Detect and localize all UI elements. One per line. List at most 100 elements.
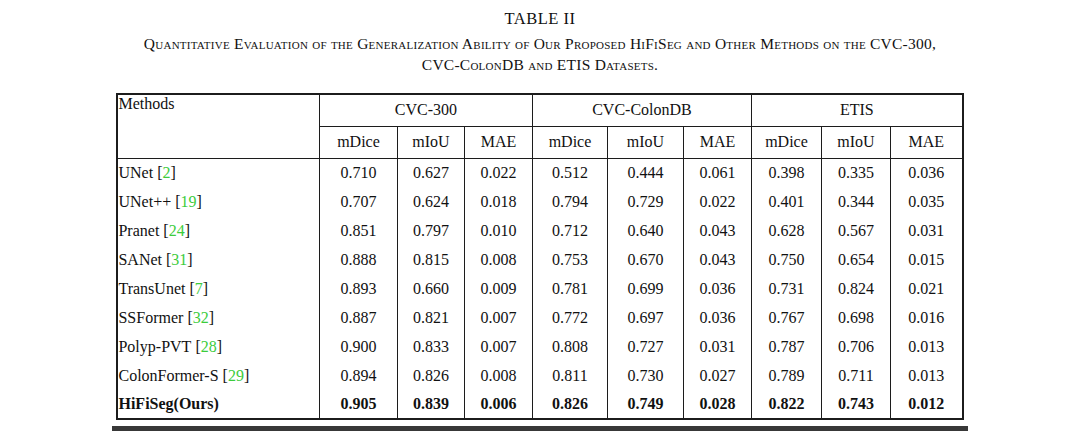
metric-header-mae: MAE <box>891 126 963 158</box>
value-cell: 0.335 <box>822 158 891 187</box>
value-cell: 0.839 <box>397 390 464 419</box>
method-cell: TransUnet[7] <box>117 274 319 303</box>
value-cell: 0.640 <box>607 216 683 245</box>
value-cell: 0.007 <box>464 332 532 361</box>
value-cell: 0.787 <box>752 332 822 361</box>
citation: [29] <box>223 367 250 384</box>
value-cell: 0.628 <box>752 216 822 245</box>
value-cell: 0.781 <box>532 274 607 303</box>
citation-number: 19 <box>181 193 197 210</box>
value-cell: 0.729 <box>607 187 683 216</box>
value-cell: 0.794 <box>532 187 607 216</box>
value-cell: 0.894 <box>319 361 397 390</box>
citation-close-bracket: ] <box>187 251 192 268</box>
value-cell: 0.749 <box>607 390 683 419</box>
citation-close-bracket: ] <box>203 280 208 297</box>
results-table: Methods CVC-300 CVC-ColonDB ETIS mDice m… <box>116 93 963 420</box>
citation-number: 24 <box>169 222 185 239</box>
citation-number: 7 <box>195 280 203 297</box>
value-cell: 0.512 <box>532 158 607 187</box>
citation: [2] <box>157 164 176 181</box>
citation: [7] <box>189 280 208 297</box>
table-row: UNet[2] 0.7100.6270.0220.5120.4440.0610.… <box>117 158 962 187</box>
value-cell: 0.822 <box>752 390 822 419</box>
value-cell: 0.753 <box>532 245 607 274</box>
value-cell: 0.670 <box>607 245 683 274</box>
citation: [28] <box>195 338 222 355</box>
table-number: TABLE II <box>0 9 1080 29</box>
value-cell: 0.654 <box>822 245 891 274</box>
value-cell: 0.031 <box>683 332 751 361</box>
table-row: TransUnet[7] 0.8930.6600.0090.7810.6990.… <box>117 274 962 303</box>
value-cell: 0.007 <box>464 303 532 332</box>
value-cell: 0.012 <box>891 390 963 419</box>
citation-number: 28 <box>201 338 217 355</box>
value-cell: 0.826 <box>397 361 464 390</box>
value-cell: 0.712 <box>532 216 607 245</box>
value-cell: 0.905 <box>319 390 397 419</box>
value-cell: 0.731 <box>752 274 822 303</box>
value-cell: 0.036 <box>683 274 751 303</box>
value-cell: 0.711 <box>822 361 891 390</box>
value-cell: 0.750 <box>752 245 822 274</box>
value-cell: 0.826 <box>532 390 607 419</box>
table-row: SANet[31] 0.8880.8150.0080.7530.6700.043… <box>117 245 962 274</box>
value-cell: 0.567 <box>822 216 891 245</box>
citation-number: 29 <box>228 367 244 384</box>
value-cell: 0.016 <box>891 303 963 332</box>
citation-close-bracket: ] <box>185 222 190 239</box>
method-name: UNet++ <box>118 193 171 210</box>
citation-close-bracket: ] <box>197 193 202 210</box>
table-row: SSFormer[32] 0.8870.8210.0070.7720.6970.… <box>117 303 962 332</box>
value-cell: 0.811 <box>532 361 607 390</box>
value-cell: 0.699 <box>607 274 683 303</box>
value-cell: 0.015 <box>891 245 963 274</box>
table-row: HiFiSeg(Ours) 0.9050.8390.0060.8260.7490… <box>117 390 962 419</box>
dataset-header-etis: ETIS <box>752 94 963 126</box>
value-cell: 0.627 <box>397 158 464 187</box>
table-body: UNet[2] 0.7100.6270.0220.5120.4440.0610.… <box>117 158 962 419</box>
group-header-row: Methods CVC-300 CVC-ColonDB ETIS <box>117 94 962 126</box>
citation-close-bracket: ] <box>217 338 222 355</box>
method-name: TransUnet <box>118 280 185 297</box>
citation-number: 31 <box>171 251 187 268</box>
method-cell: SSFormer[32] <box>117 303 319 332</box>
value-cell: 0.010 <box>464 216 532 245</box>
table-row: Pranet[24] 0.8510.7970.0100.7120.6400.04… <box>117 216 962 245</box>
method-name: UNet <box>118 164 153 181</box>
metric-header-mae: MAE <box>683 126 751 158</box>
value-cell: 0.727 <box>607 332 683 361</box>
value-cell: 0.743 <box>822 390 891 419</box>
dataset-header-cvccolondb: CVC-ColonDB <box>532 94 751 126</box>
value-cell: 0.797 <box>397 216 464 245</box>
value-cell: 0.444 <box>607 158 683 187</box>
value-cell: 0.398 <box>752 158 822 187</box>
value-cell: 0.043 <box>683 245 751 274</box>
value-cell: 0.344 <box>822 187 891 216</box>
value-cell: 0.900 <box>319 332 397 361</box>
metric-header-miou: mIoU <box>607 126 683 158</box>
value-cell: 0.660 <box>397 274 464 303</box>
value-cell: 0.833 <box>397 332 464 361</box>
citation-number: 32 <box>193 309 209 326</box>
methods-column-header: Methods <box>117 94 319 158</box>
table-row: UNet++[19] 0.7070.6240.0180.7940.7290.02… <box>117 187 962 216</box>
value-cell: 0.008 <box>464 245 532 274</box>
value-cell: 0.706 <box>822 332 891 361</box>
value-cell: 0.013 <box>891 332 963 361</box>
paper-page: TABLE II Quantitative Evaluation of the … <box>0 0 1080 431</box>
method-name: Pranet <box>118 222 159 239</box>
value-cell: 0.028 <box>683 390 751 419</box>
method-name: HiFiSeg(Ours) <box>118 395 218 412</box>
metric-header-miou: mIoU <box>397 126 464 158</box>
value-cell: 0.789 <box>752 361 822 390</box>
value-cell: 0.061 <box>683 158 751 187</box>
value-cell: 0.006 <box>464 390 532 419</box>
value-cell: 0.824 <box>822 274 891 303</box>
table-caption-line2: CVC-ColonDB and ETIS Datasets. <box>0 55 1080 76</box>
value-cell: 0.772 <box>532 303 607 332</box>
method-cell: ColonFormer-S[29] <box>117 361 319 390</box>
value-cell: 0.851 <box>319 216 397 245</box>
method-name: SSFormer <box>118 309 183 326</box>
value-cell: 0.730 <box>607 361 683 390</box>
